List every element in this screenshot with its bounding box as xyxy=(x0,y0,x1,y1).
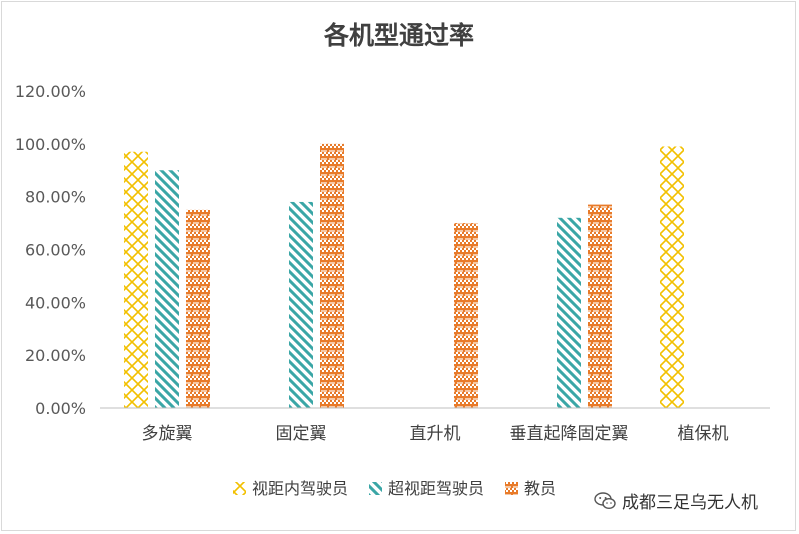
legend-swatch-0 xyxy=(233,482,246,495)
x-tick-label: 直升机 xyxy=(410,424,461,444)
chart-title: 各机型通过率 xyxy=(323,21,474,50)
y-tick-label: 100.00% xyxy=(15,135,86,154)
watermark: 成都三足乌无人机 xyxy=(594,488,758,513)
legend-label-1: 超视距驾驶员 xyxy=(388,479,484,498)
y-tick-label: 60.00% xyxy=(25,241,86,260)
x-tick-label: 固定翼 xyxy=(276,424,327,444)
legend-swatch-1 xyxy=(369,482,382,495)
x-tick-label: 垂直起降固定翼 xyxy=(510,424,629,444)
y-axis: 0.00% 20.00% 40.00% 60.00% 80.00% 100.00% 120.… xyxy=(15,82,86,418)
bar-0-0 xyxy=(124,151,148,408)
x-tick-label: 多旋翼 xyxy=(142,424,193,444)
bar-4-0 xyxy=(660,146,684,408)
wechat-icon xyxy=(594,491,616,509)
legend-label-0: 视距内驾驶员 xyxy=(252,479,348,498)
y-tick-label: 120.00% xyxy=(15,82,86,101)
legend-label-2: 教员 xyxy=(524,479,556,498)
bar-0-2 xyxy=(186,209,210,408)
legend-swatch-2 xyxy=(505,482,518,495)
x-tick-label: 植保机 xyxy=(678,424,729,444)
x-axis: 多旋翼 固定翼 直升机 垂直起降固定翼 植保机 xyxy=(142,424,729,444)
bar-0-1 xyxy=(155,170,179,408)
y-tick-label: 40.00% xyxy=(25,293,86,312)
y-tick-label: 0.00% xyxy=(35,399,86,418)
legend: 视距内驾驶员 超视距驾驶员 教员 xyxy=(233,479,556,498)
bars-group xyxy=(124,143,684,409)
y-tick-label: 20.00% xyxy=(25,346,86,365)
bar-2-2 xyxy=(454,223,478,408)
bar-1-1 xyxy=(289,201,313,408)
watermark-text: 成都三足乌无人机 xyxy=(622,493,758,513)
bar-1-2 xyxy=(320,143,344,409)
y-tick-label: 80.00% xyxy=(25,188,86,207)
bar-3-2 xyxy=(588,204,612,408)
bar-3-1 xyxy=(557,217,581,408)
